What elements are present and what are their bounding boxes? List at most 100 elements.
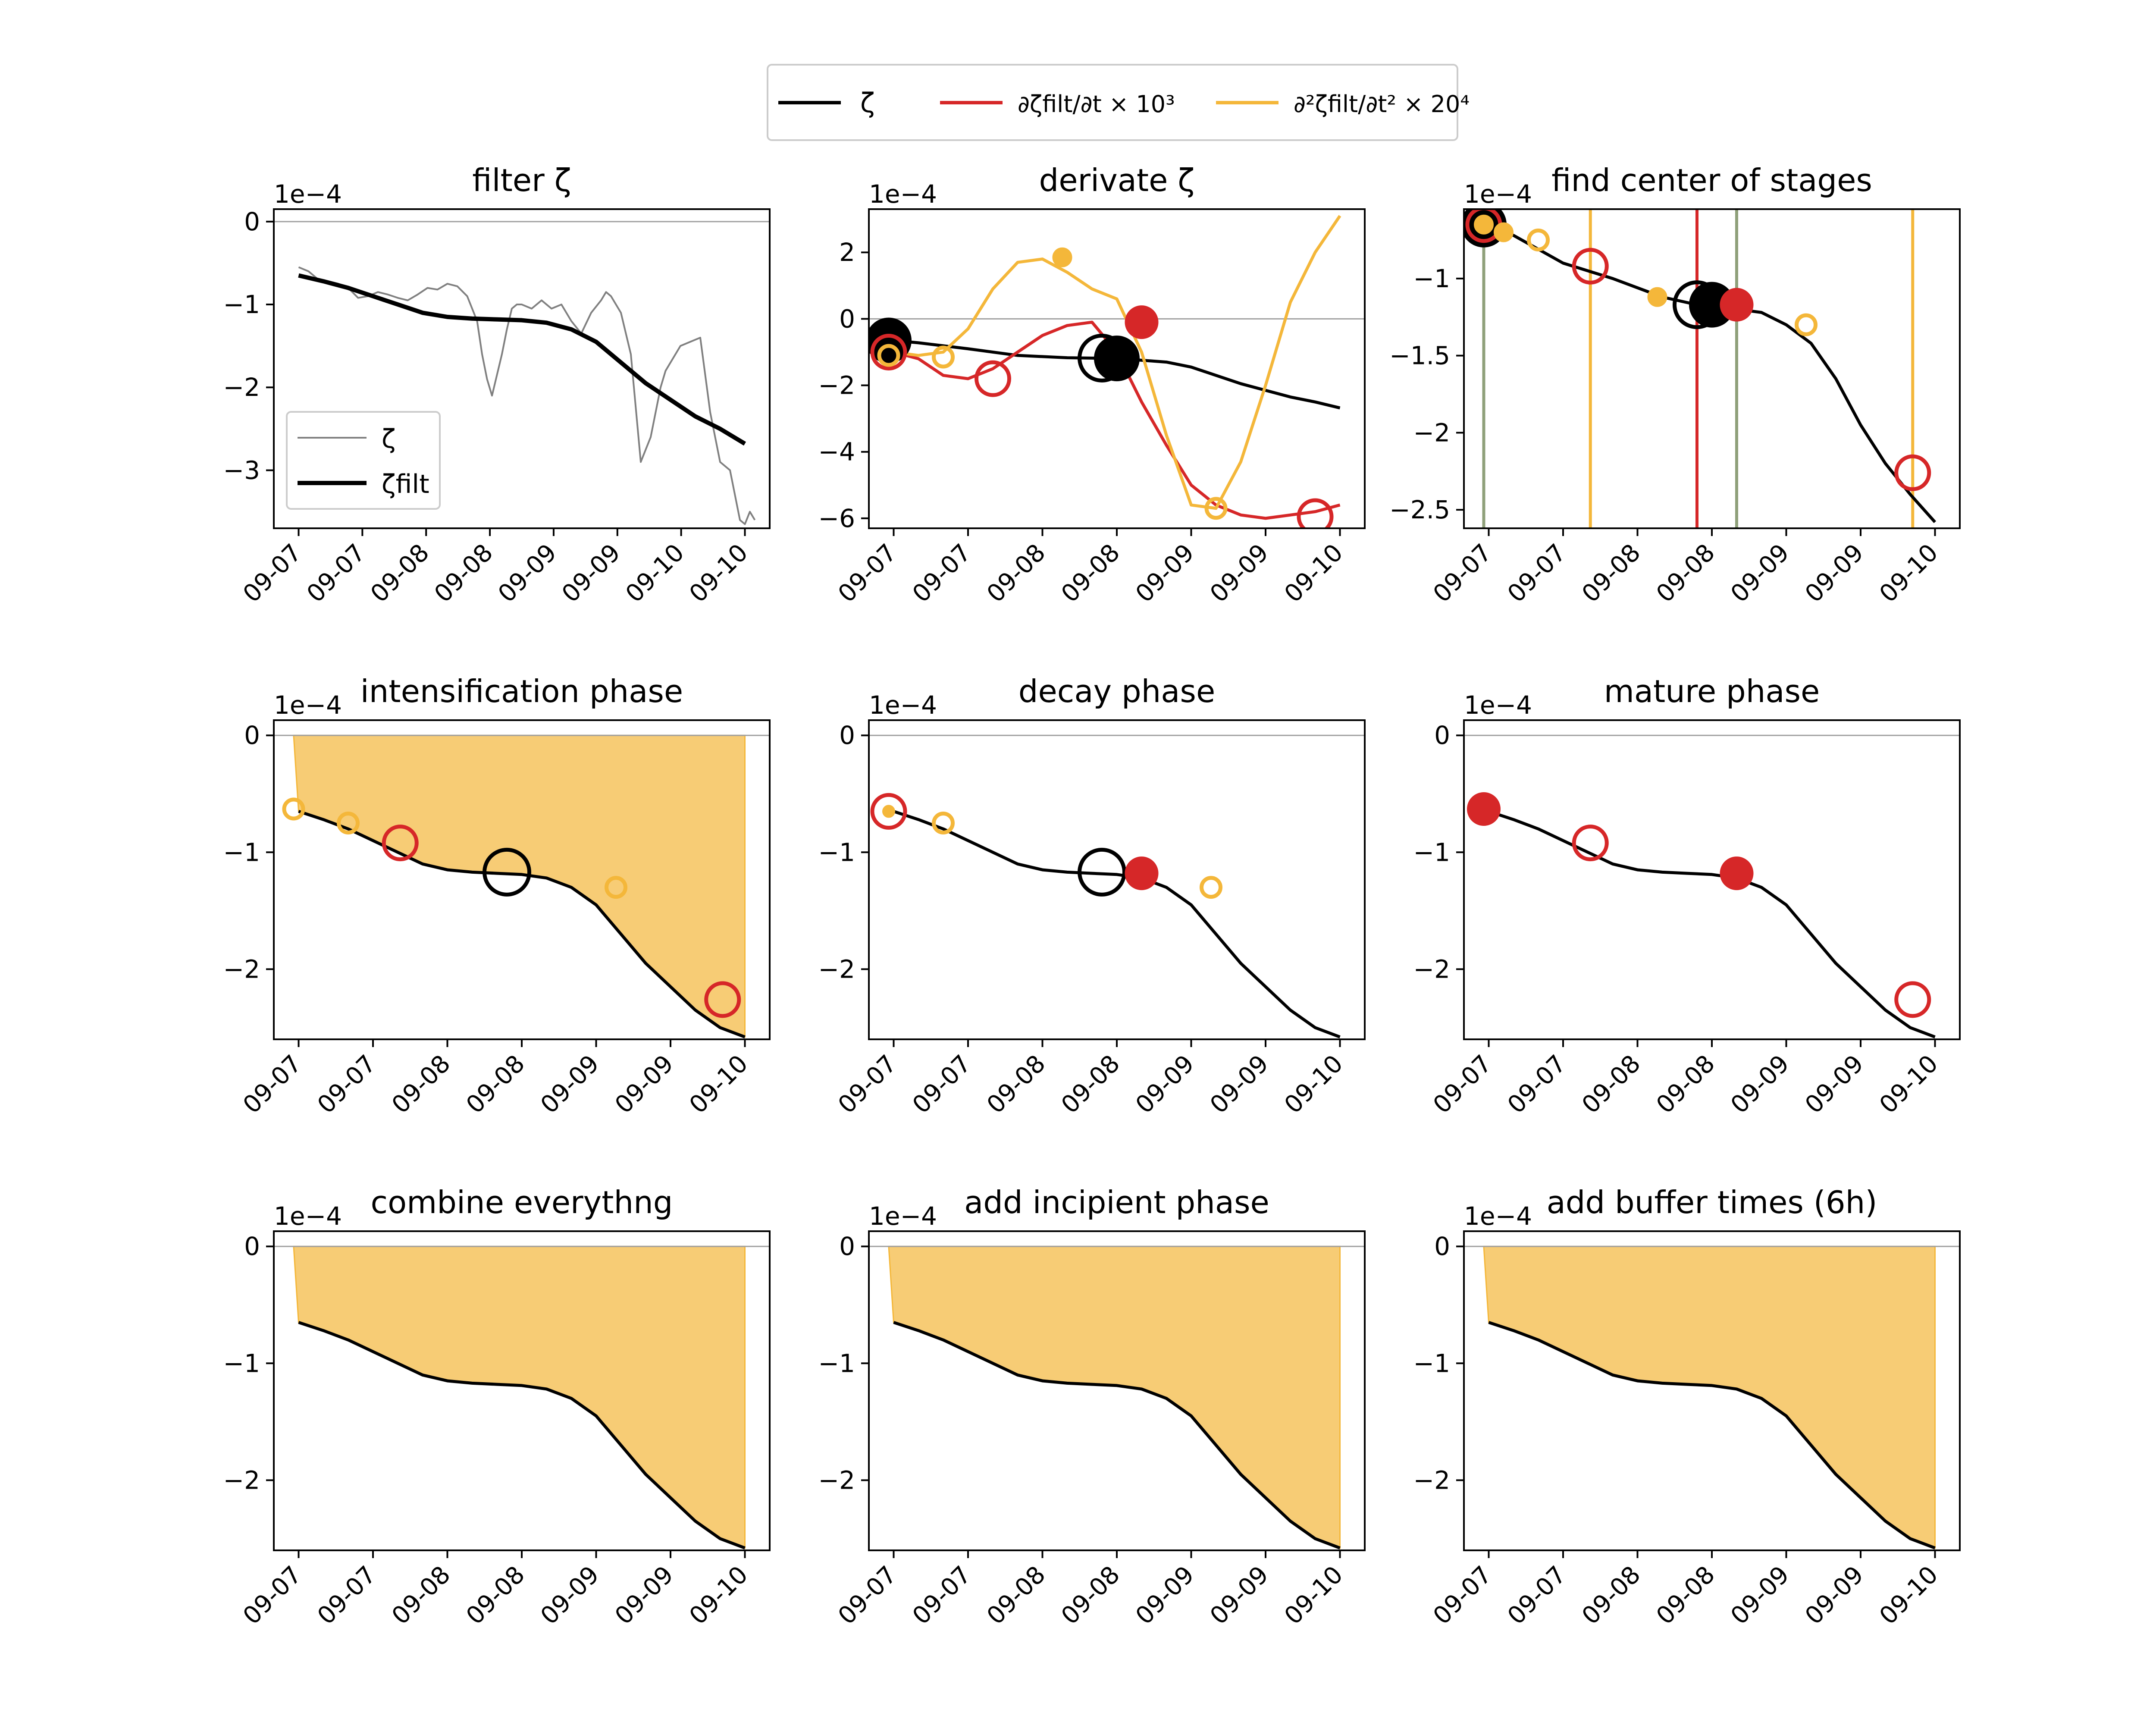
panel-2-series-3 (893, 215, 1341, 510)
panel-2-marker-11 (1204, 497, 1228, 520)
panel-8-plot-area (869, 1245, 1365, 1549)
panel-7-ytick-label-2: −1 (223, 1349, 260, 1378)
panel-3-marker-11 (1795, 313, 1818, 336)
panel-8-ytick-label-3: −2 (818, 1465, 856, 1495)
panel-8-ytick-label-1: 0 (839, 1232, 855, 1261)
panel-1-ytick-label-2: −1 (223, 290, 260, 319)
panel-2-marker-5 (975, 360, 1011, 397)
panel-4-ytick-label-3: −2 (223, 954, 260, 984)
legend-frame (767, 64, 1458, 141)
legend-label-first-derivative: ∂ζfilt/∂t × 10³ (1018, 91, 1175, 118)
legend-label-zeta: ζ (860, 87, 875, 119)
panel-1-series-1 (298, 266, 756, 525)
panel-1-ytick-label-4: −3 (223, 455, 260, 485)
panel-8-offset-text: 1e−4 (869, 1201, 937, 1231)
panel-4-offset-text: 1e−4 (274, 690, 342, 720)
panel-1-legend: ζ ζfilt (286, 411, 441, 510)
panel-1-ytick-label-3: −2 (223, 373, 260, 402)
panel-4-series-1 (298, 810, 746, 1038)
panel-4-ytick-label-1: 0 (244, 721, 260, 750)
panel-1-legend-label-filtered: ζfilt (382, 469, 429, 499)
panel-7-ytick-label-1: 0 (244, 1232, 260, 1261)
panel-7-ytick-label-3: −2 (223, 1465, 260, 1495)
panel-2-series-1 (893, 339, 1341, 410)
panel-2-title: derivate ζ (1039, 162, 1195, 198)
panel-3-series-1 (1483, 223, 1937, 524)
panel-2-marker-3 (1094, 336, 1140, 382)
panel-7-title: combine everythng (371, 1184, 673, 1220)
panel-9-ytick-label-2: −1 (1413, 1349, 1451, 1378)
panel-5-title: decay phase (1018, 673, 1215, 709)
panel-2-marker-8 (877, 344, 900, 367)
panel-3-marker-7 (1647, 287, 1667, 307)
panel-5-marker-1 (870, 793, 907, 830)
panel-4-marker-5 (605, 876, 627, 899)
panel-8-ytick-label-2: −1 (818, 1349, 856, 1378)
panel-6-marker-4 (1894, 981, 1931, 1018)
panel-4-marker-3 (382, 825, 419, 862)
panel-2-marker-7 (1297, 498, 1334, 528)
panel-7-plot-area (274, 1245, 770, 1549)
panel-4-title: intensification phase (360, 673, 683, 709)
panel-4-marker-2 (337, 812, 360, 835)
panel-5-marker-5 (1125, 856, 1159, 891)
panel-7-offset-text: 1e−4 (274, 1201, 342, 1231)
panel-6-series-1 (1488, 810, 1936, 1038)
panel-6-marker-3 (1720, 856, 1754, 891)
panel-7-series-1 (298, 1321, 746, 1549)
panel-3-title: find center of stages (1551, 162, 1872, 198)
panel-9-title: add buffer times (6h) (1547, 1184, 1877, 1220)
panel-3-marker-5 (1527, 228, 1550, 251)
panel-5-marker-2 (882, 805, 895, 818)
panel-9-plot-area (1464, 1245, 1960, 1549)
panel-6-ytick-label-1: 0 (1434, 721, 1450, 750)
panel-2-plot-area (869, 215, 1365, 528)
panel-1-offset-text: 1e−4 (274, 179, 342, 209)
panel-2-ytick-label-4: −4 (818, 437, 856, 467)
panel-4-plot-area (274, 734, 770, 1038)
panel-1-legend-label-raw: ζ (382, 424, 396, 454)
panel-5-ytick-label-1: 0 (839, 721, 855, 750)
panel-4-marker-4 (483, 847, 531, 897)
panel-2-marker-10 (1052, 247, 1072, 267)
panel-5-marker-3 (932, 812, 955, 835)
panel-6-plot-area (1464, 734, 1960, 1038)
panel-5-offset-text: 1e−4 (869, 690, 937, 720)
panel-1-title: filter ζ (472, 162, 571, 198)
panel-4-marker-1 (282, 797, 305, 821)
panel-3-marker-6 (1572, 248, 1609, 285)
panel-5-ytick-label-3: −2 (818, 954, 856, 984)
panel-9-series-1 (1488, 1321, 1936, 1549)
panel-5-marker-6 (1200, 876, 1222, 899)
panel-1-axes-frame (273, 208, 771, 529)
panel-3-marker-4 (1494, 222, 1514, 242)
panel-6-offset-text: 1e−4 (1464, 690, 1532, 720)
panel-2-marker-9 (932, 345, 955, 369)
panel-5-marker-4 (1078, 847, 1126, 897)
panel-6-marker-1 (1467, 792, 1501, 826)
legend-label-second-derivative: ∂²ζfilt/∂t² × 20⁴ (1294, 91, 1470, 118)
panel-5-series-1 (893, 810, 1341, 1038)
figure-legend: ζ ∂ζfilt/∂t × 10³ ∂²ζfilt/∂t² × 20⁴ (767, 64, 1470, 141)
panel-3-ytick-label-3: −2 (1413, 418, 1451, 447)
panel-1-ytick-label-1: 0 (244, 207, 260, 236)
panel-5-plot-area (869, 734, 1365, 1038)
panel-6-marker-2 (1572, 825, 1609, 862)
panel-9-ytick-label-1: 0 (1434, 1232, 1450, 1261)
panel-8-title: add incipient phase (964, 1184, 1269, 1220)
panel-5-ytick-label-2: −1 (818, 837, 856, 867)
panel-4-ytick-label-2: −1 (223, 837, 260, 867)
panel-2-offset-text: 1e−4 (869, 179, 937, 209)
panel-2-ytick-label-1: 2 (839, 238, 855, 267)
panel-9-ytick-label-3: −2 (1413, 1465, 1451, 1495)
panel-3-plot-area (1464, 209, 1937, 528)
panel-2-marker-4 (870, 333, 907, 370)
panel-9-offset-text: 1e−4 (1464, 1201, 1532, 1231)
panel-4-marker-6 (704, 981, 741, 1018)
panel-3-marker-10 (1720, 288, 1754, 322)
panel-6-ytick-label-2: −1 (1413, 837, 1451, 867)
panel-3-offset-text: 1e−4 (1464, 179, 1532, 209)
panel-6-ytick-label-3: −2 (1413, 954, 1451, 984)
